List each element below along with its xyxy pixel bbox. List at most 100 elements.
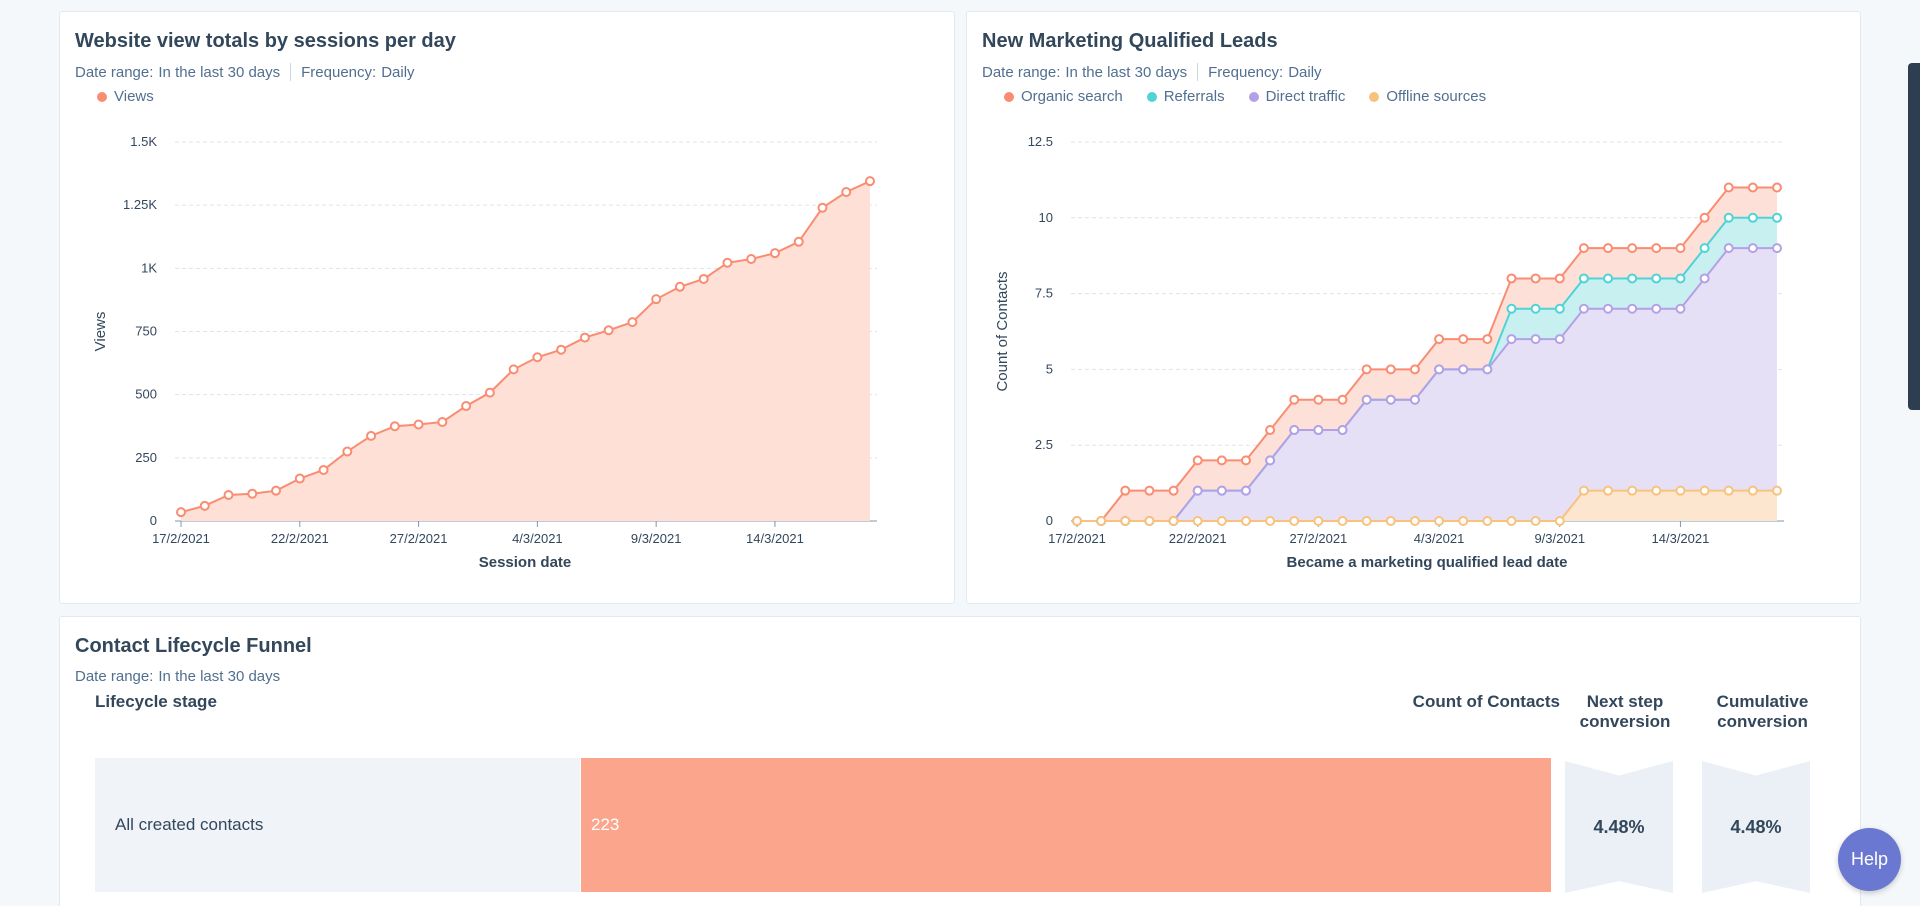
data-point xyxy=(1385,516,1396,526)
mql-report-card: New Marketing Qualified Leads Date range… xyxy=(966,11,1861,604)
mql-legend-item[interactable]: Referrals xyxy=(1146,88,1225,105)
data-point xyxy=(746,253,757,264)
mql-legend-item[interactable]: Offline sources xyxy=(1369,88,1486,105)
data-point xyxy=(1506,273,1517,284)
y-tick-label: 750 xyxy=(135,324,157,339)
data-point xyxy=(1240,516,1251,526)
data-point xyxy=(1313,516,1324,526)
data-point xyxy=(1313,394,1324,405)
frequency-label: Frequency: xyxy=(301,63,377,81)
mql-legend-item[interactable]: Organic search xyxy=(1004,88,1123,105)
col-header-count: Count of Contacts xyxy=(1412,692,1560,711)
data-point xyxy=(698,273,709,284)
funnel-card-title[interactable]: Contact Lifecycle Funnel xyxy=(75,635,312,657)
y-tick-label: 0 xyxy=(1046,513,1053,528)
data-point xyxy=(176,507,186,518)
page-scrollbar[interactable] xyxy=(1908,63,1920,410)
y-tick-label: 500 xyxy=(135,387,157,402)
data-point xyxy=(1699,212,1710,223)
data-point xyxy=(865,176,875,187)
data-point xyxy=(1409,394,1420,405)
y-tick-label: 0 xyxy=(150,513,157,528)
data-point xyxy=(651,294,662,305)
help-button[interactable]: Help xyxy=(1838,828,1901,891)
data-point xyxy=(1578,243,1589,254)
data-point xyxy=(1554,334,1565,345)
views-card-meta: Date range: In the last 30 days Frequenc… xyxy=(75,63,415,81)
x-tick-label: 22/2/2021 xyxy=(1169,531,1227,546)
x-tick-label: 27/2/2021 xyxy=(1289,531,1347,546)
data-point xyxy=(366,430,377,441)
x-tick-label: 4/3/2021 xyxy=(512,531,563,546)
views-legend-item[interactable]: Views xyxy=(97,88,154,105)
data-point xyxy=(508,364,519,375)
mql-legend-item[interactable]: Direct traffic xyxy=(1248,88,1345,105)
data-point xyxy=(1458,334,1469,345)
x-tick-label: 27/2/2021 xyxy=(390,531,448,546)
data-point xyxy=(1361,394,1372,405)
y-tick-label: 250 xyxy=(135,450,157,465)
data-point xyxy=(1603,243,1614,254)
data-point xyxy=(1747,212,1758,223)
data-point xyxy=(1530,334,1541,345)
data-point xyxy=(1603,303,1614,314)
data-point xyxy=(342,446,353,457)
data-point xyxy=(1651,243,1662,254)
y-tick-label: 10 xyxy=(1039,210,1053,225)
data-point xyxy=(1506,334,1517,345)
data-point xyxy=(1772,485,1782,496)
data-point xyxy=(1313,425,1324,436)
data-point xyxy=(1337,516,1348,526)
data-point xyxy=(1627,485,1638,496)
data-point xyxy=(1192,516,1203,526)
data-point xyxy=(1265,516,1276,526)
data-point xyxy=(1385,394,1396,405)
data-point xyxy=(1216,455,1227,466)
funnel-stage-label: All created contacts xyxy=(95,758,580,892)
data-point xyxy=(1144,485,1155,496)
data-point xyxy=(1434,364,1445,375)
data-point xyxy=(1554,303,1565,314)
next-step-conversion: 4.48% xyxy=(1565,761,1673,893)
x-axis-title: Session date xyxy=(479,554,572,571)
data-point xyxy=(1675,485,1686,496)
mql-card-title[interactable]: New Marketing Qualified Leads xyxy=(982,30,1278,52)
views-card-title[interactable]: Website view totals by sessions per day xyxy=(75,30,456,52)
data-point xyxy=(1578,485,1589,496)
data-point xyxy=(1482,334,1493,345)
date-range-label: Date range: xyxy=(75,63,154,81)
data-point xyxy=(1772,212,1782,223)
data-point xyxy=(1409,364,1420,375)
data-point xyxy=(1168,485,1179,496)
legend-label: Views xyxy=(114,88,154,105)
data-point xyxy=(1603,273,1614,284)
date-range-label: Date range: xyxy=(982,63,1061,81)
views-area-chart: 0 250 500 750 1K 1.25K 1.5K 17/2/2021 22/2/2021 2… xyxy=(92,134,877,571)
mql-area-chart: 0 2.5 5 7.5 10 12.5 17/2/2021 22/2/2021 27/2/202… xyxy=(994,134,1784,571)
data-point xyxy=(1216,516,1227,526)
y-tick-label: 2.5 xyxy=(1035,437,1053,452)
date-range-value: In the last 30 days xyxy=(1065,63,1188,81)
data-point xyxy=(1337,425,1348,436)
data-point xyxy=(1482,364,1493,375)
funnel-count-bar[interactable]: 223 xyxy=(581,758,1551,892)
data-point xyxy=(556,344,567,355)
legend-label: Organic search xyxy=(1021,88,1123,105)
x-tick-label: 22/2/2021 xyxy=(271,531,329,546)
meta-divider xyxy=(1197,63,1199,81)
data-point xyxy=(627,317,638,328)
data-point xyxy=(1144,516,1155,526)
data-point xyxy=(1554,273,1565,284)
cumulative-conversion: 4.48% xyxy=(1702,761,1810,893)
funnel-card-meta: Date range: In the last 30 days xyxy=(75,668,280,685)
data-point xyxy=(1120,516,1131,526)
data-point xyxy=(1385,364,1396,375)
data-point xyxy=(1337,394,1348,405)
col-header-cumulative: Cumulative conversion xyxy=(1716,692,1809,731)
data-point xyxy=(1289,425,1300,436)
data-point xyxy=(1265,425,1276,436)
date-range-value: In the last 30 days xyxy=(158,63,281,81)
date-range-label: Date range: xyxy=(75,668,154,685)
data-point xyxy=(793,236,804,247)
data-point xyxy=(1168,516,1179,526)
